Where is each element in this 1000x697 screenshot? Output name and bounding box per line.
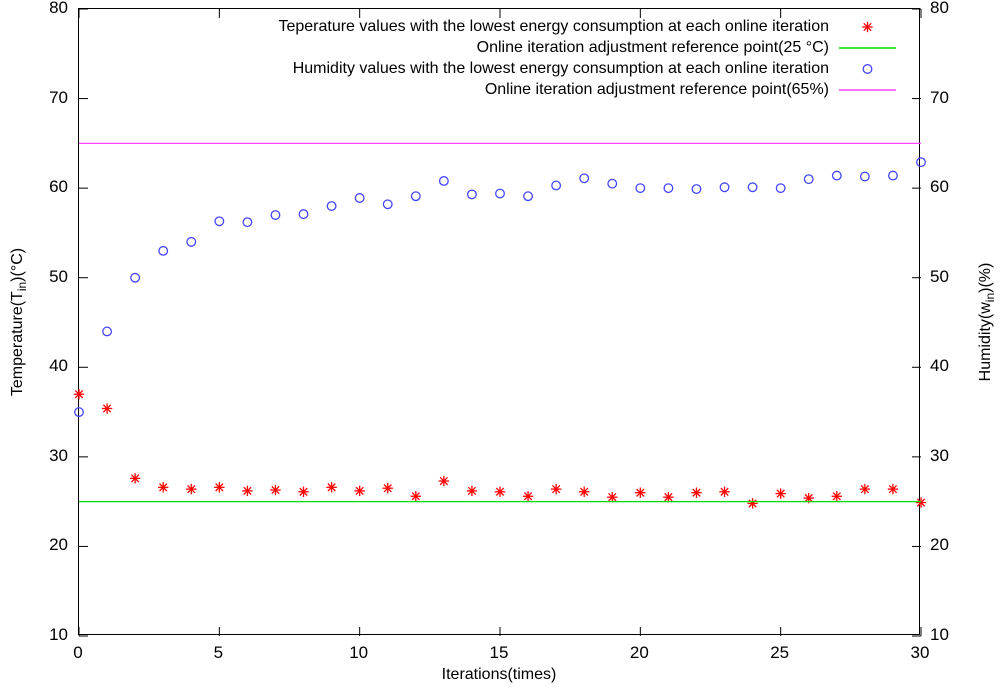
circle-marker-icon bbox=[839, 60, 896, 78]
tick-label: 50 bbox=[930, 266, 949, 286]
legend: Teperature values with the lowest energy… bbox=[278, 16, 896, 100]
tick-label: 15 bbox=[489, 643, 509, 662]
tick-label: 30 bbox=[49, 445, 68, 465]
tick-label: 70 bbox=[930, 87, 949, 107]
legend-label-humidity-reference: Online iteration adjustment reference po… bbox=[484, 80, 829, 98]
tick-label: 40 bbox=[930, 356, 949, 376]
tick-label: 0 bbox=[73, 643, 83, 662]
magenta-line-sample-icon bbox=[839, 81, 896, 99]
legend-item-humidity-reference: Online iteration adjustment reference po… bbox=[278, 79, 896, 100]
legend-label-temp-reference: Online iteration adjustment reference po… bbox=[476, 38, 829, 56]
tick-label: 25 bbox=[770, 643, 790, 662]
tick-label: 10 bbox=[349, 643, 369, 662]
x-axis-label: Iterations(times) bbox=[441, 666, 557, 683]
tick-label: 20 bbox=[629, 643, 649, 662]
y-axis-label-left: Temperature(Tin)(°C) bbox=[9, 247, 30, 397]
tick-label: 30 bbox=[930, 445, 949, 465]
legend-item-temp-reference: Online iteration adjustment reference po… bbox=[278, 37, 896, 58]
asterisk-marker-icon bbox=[839, 18, 896, 36]
legend-item-humidity: Humidity values with the lowest energy c… bbox=[278, 58, 896, 79]
tick-label: 5 bbox=[213, 643, 224, 662]
tick-label: 60 bbox=[49, 177, 68, 197]
tick-label: 70 bbox=[49, 87, 68, 107]
tick-label: 80 bbox=[49, 0, 68, 17]
tick-label: 10 bbox=[49, 625, 68, 644]
plot-area: Teperature values with the lowest energy… bbox=[73, 8, 927, 637]
tick-label: 10 bbox=[930, 625, 949, 644]
tick-label: 60 bbox=[930, 177, 949, 197]
legend-label-humidity: Humidity values with the lowest energy c… bbox=[292, 59, 829, 77]
plot-canvas bbox=[73, 8, 927, 637]
legend-label-temperature: Teperature values with the lowest energy… bbox=[278, 17, 829, 35]
tick-label: 40 bbox=[49, 356, 68, 376]
tick-label: 80 bbox=[930, 0, 949, 17]
legend-item-temperature: Teperature values with the lowest energy… bbox=[278, 16, 896, 37]
tick-label: 20 bbox=[930, 535, 949, 555]
tick-label: 30 bbox=[910, 643, 930, 662]
green-line-sample-icon bbox=[839, 39, 896, 57]
tick-label: 20 bbox=[49, 535, 68, 555]
tick-label: 50 bbox=[49, 266, 68, 286]
y-axis-label-right: Humidity(win)(%) bbox=[977, 262, 998, 382]
